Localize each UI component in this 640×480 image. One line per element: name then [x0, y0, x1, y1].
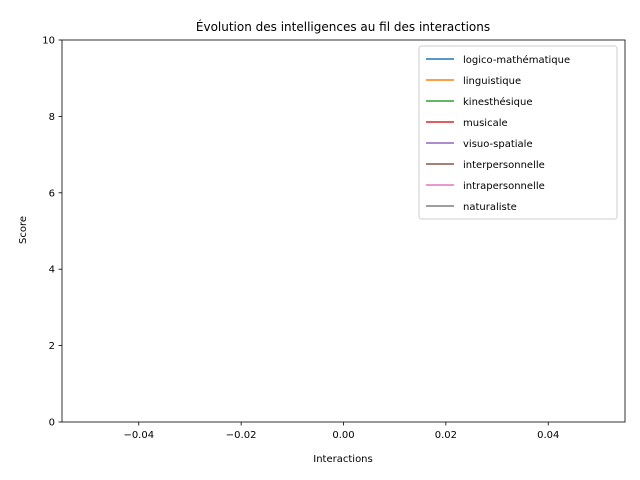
legend-label: kinesthésique [463, 96, 533, 108]
legend-label: intrapersonnelle [463, 181, 545, 192]
chart-title: Évolution des intelligences au fil des i… [196, 19, 490, 34]
y-tick-label: 6 [49, 188, 55, 199]
x-tick-label: −0.04 [123, 430, 154, 441]
x-tick-label: −0.02 [226, 430, 257, 441]
y-tick-label: 0 [49, 418, 55, 429]
legend-label: visuo-spatiale [463, 139, 533, 150]
plot-area: −0.04 −0.02 0.00 0.02 0.04 0 2 4 6 8 10 [42, 36, 626, 441]
legend-label: interpersonnelle [463, 160, 545, 171]
legend: logico-mathématique linguistique kinesthés… [418, 45, 618, 220]
legend-box [418, 45, 618, 220]
y-tick-label: 4 [49, 265, 55, 276]
legend-label: linguistique [463, 76, 521, 87]
x-tick-label: 0.04 [537, 430, 559, 441]
y-axis-label: Score [18, 216, 29, 244]
y-tick-label: 2 [49, 341, 55, 352]
x-axis-label: Interactions [313, 454, 372, 465]
y-tick-label: 8 [49, 112, 55, 123]
x-tick-label: 0.00 [332, 430, 354, 441]
legend-label: logico-mathématique [463, 54, 570, 66]
legend-label: naturaliste [463, 202, 517, 213]
legend-label: musicale [463, 118, 508, 129]
x-tick-label: 0.02 [435, 430, 457, 441]
y-tick-label: 10 [42, 36, 55, 47]
